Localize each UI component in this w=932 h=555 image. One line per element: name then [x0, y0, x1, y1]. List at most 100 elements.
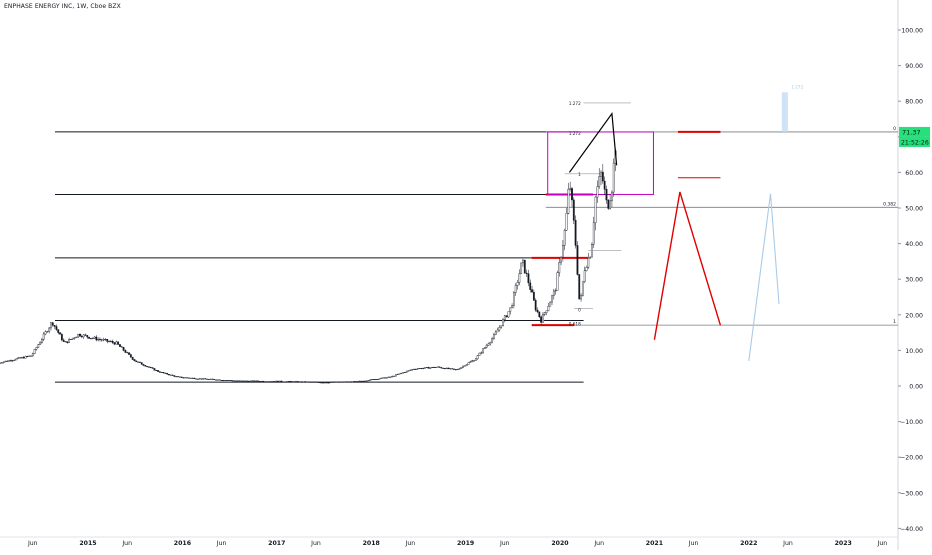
- candle-body: [93, 336, 96, 339]
- candle-body: [242, 380, 245, 382]
- candle-body: [340, 381, 343, 383]
- candle-body: [149, 367, 152, 369]
- candle-body: [594, 196, 597, 224]
- red-projection-zigzag[interactable]: [653, 191, 722, 340]
- small-fib-label: 1.272: [569, 131, 581, 136]
- candle-body: [384, 377, 386, 379]
- y-tick-label: 0.00: [909, 384, 923, 391]
- candle-body: [108, 341, 110, 343]
- candle-body: [551, 295, 553, 303]
- x-tick-label: 2020: [551, 540, 569, 547]
- candle-body: [206, 378, 208, 380]
- candle-body: [347, 381, 350, 383]
- candle-body: [275, 380, 277, 382]
- candle-body: [326, 382, 328, 384]
- black-trendline[interactable]: [568, 112, 618, 173]
- candle-body: [458, 368, 461, 370]
- candle-body: [222, 380, 225, 382]
- candle-body: [447, 367, 450, 370]
- candle-body: [311, 381, 314, 383]
- y-tick-label: −10.00: [900, 419, 923, 426]
- candle-body: [289, 381, 292, 382]
- candle-body: [398, 373, 401, 375]
- candle-body: [431, 366, 434, 368]
- lightblue-fib-label: 1.272: [791, 85, 803, 90]
- candle-body: [424, 367, 426, 369]
- candle-body: [507, 311, 510, 318]
- x-tick-label: Jun: [593, 540, 604, 547]
- candle-body: [200, 378, 203, 380]
- candle-body: [542, 314, 544, 323]
- candle-body: [418, 368, 421, 370]
- candle-body: [91, 337, 94, 339]
- candle-body: [393, 375, 395, 377]
- candle-body: [362, 380, 365, 382]
- small-fib-label: 1: [578, 172, 581, 177]
- candle-body: [444, 368, 446, 370]
- candle-body: [414, 368, 417, 370]
- candle-body: [402, 372, 405, 374]
- candle-body: [238, 380, 241, 382]
- candle-body: [64, 341, 67, 343]
- candle-body: [373, 379, 376, 381]
- candle-body: [465, 364, 468, 366]
- candle-body: [545, 310, 548, 313]
- candle-body: [315, 381, 317, 383]
- candle-body: [233, 380, 236, 382]
- candle-body: [102, 339, 105, 341]
- y-tick-label: −40.00: [900, 526, 923, 533]
- candle-body: [400, 372, 403, 374]
- candle-body: [31, 353, 34, 357]
- candle-body: [529, 282, 532, 290]
- candle-body: [158, 371, 161, 373]
- y-tick-label: 10.00: [905, 348, 923, 355]
- candle-body: [220, 380, 223, 381]
- x-tick-label: Jun: [121, 540, 132, 547]
- candle-body: [66, 341, 69, 343]
- candle-body: [367, 380, 370, 382]
- candle-body: [217, 379, 219, 381]
- candle-body: [169, 374, 172, 376]
- fib-line-label: 0: [893, 126, 896, 132]
- candle-body: [416, 368, 419, 370]
- x-tick-label: Jun: [499, 540, 510, 547]
- candle-body: [8, 360, 11, 362]
- y-tick-label: 50.00: [905, 206, 923, 213]
- candle-body: [10, 360, 12, 362]
- candle-body: [451, 368, 454, 370]
- candle-body: [68, 339, 71, 343]
- candle-body: [493, 334, 495, 339]
- candle-body: [580, 295, 582, 300]
- candle-body: [79, 333, 81, 337]
- candle-body: [518, 273, 521, 283]
- last-price-label: 71.37: [902, 128, 921, 136]
- blue-projection-zigzag[interactable]: [748, 193, 780, 362]
- candle-body: [129, 354, 132, 358]
- candle-body: [543, 312, 546, 315]
- x-tick-label: 2018: [363, 540, 380, 547]
- candle-body: [471, 360, 474, 362]
- candle-body: [50, 322, 52, 329]
- candle-body: [70, 338, 72, 340]
- candle-body: [171, 374, 174, 376]
- candle-body: [215, 379, 218, 381]
- candle-body: [278, 380, 281, 383]
- candle-body: [251, 380, 254, 382]
- y-tick-label: 90.00: [905, 63, 923, 70]
- candle-body: [318, 382, 321, 384]
- candle-body: [320, 382, 323, 384]
- candle-body: [300, 381, 303, 383]
- magenta-box[interactable]: [547, 131, 654, 195]
- candle-body: [525, 272, 528, 274]
- candle-body: [454, 369, 457, 371]
- candle-body: [282, 381, 285, 383]
- candle-body: [420, 368, 423, 370]
- candle-body: [120, 346, 123, 348]
- candle-body: [191, 377, 194, 379]
- candle-body: [449, 368, 452, 370]
- candle-body: [151, 367, 154, 369]
- candle-body: [246, 380, 248, 382]
- candle-body: [188, 377, 190, 379]
